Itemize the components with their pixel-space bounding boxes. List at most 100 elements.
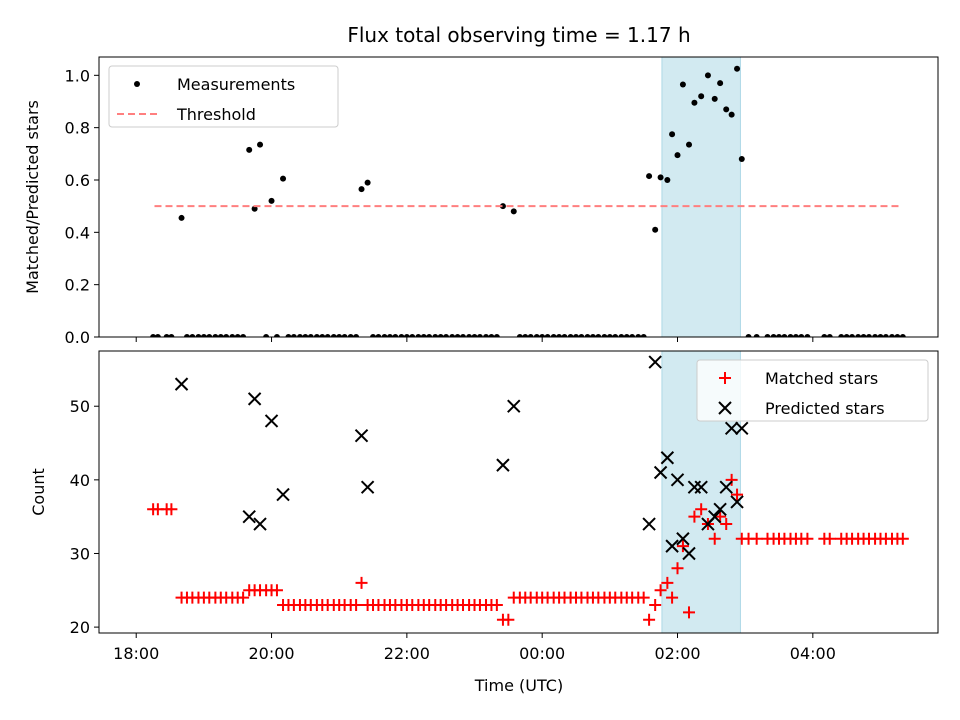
- measurements-point: [787, 334, 794, 337]
- predicted-stars-point: [496, 458, 510, 472]
- predicted-stars-point: [670, 473, 685, 487]
- measurements-point: [375, 334, 382, 337]
- measurements-point: [307, 334, 314, 337]
- measurements-point: [664, 176, 671, 183]
- measurements-point: [364, 179, 371, 186]
- measurements-legend-label: Measurements: [177, 75, 295, 94]
- measurements-point: [200, 334, 207, 337]
- measurements-point: [246, 146, 253, 153]
- measurements-point: [629, 334, 636, 337]
- measurements-point: [849, 334, 856, 337]
- measurements-point: [578, 334, 585, 337]
- measurements-point: [544, 334, 551, 337]
- y-tick-label: 0.2: [65, 276, 90, 295]
- measurements-point: [499, 203, 506, 210]
- y-axis-label: Matched/Predicted stars: [23, 100, 42, 294]
- measurements-point: [888, 334, 895, 337]
- predicted-stars-point: [735, 421, 749, 436]
- predicted-stars-point: [354, 428, 369, 443]
- measurements-point: [522, 334, 529, 337]
- measurements-point: [738, 156, 745, 163]
- measurements-point: [623, 334, 630, 337]
- measurements-point: [567, 334, 574, 337]
- measurements-point: [257, 141, 264, 148]
- measurements-point: [770, 334, 777, 337]
- measurements-point: [168, 334, 175, 337]
- predicted-stars-point: [719, 480, 733, 494]
- predicted-stars-legend-swatch: [718, 401, 732, 415]
- measurements-point: [183, 334, 190, 337]
- measurements-point: [415, 334, 422, 337]
- legend: Measurements Threshold: [108, 65, 339, 128]
- measurements-point: [584, 334, 591, 337]
- x-tick-label: 18:00: [113, 644, 159, 663]
- predicted-stars-point: [665, 539, 679, 553]
- measurements-point: [437, 334, 444, 337]
- measurements-point: [263, 334, 270, 337]
- measurements-point: [240, 334, 247, 337]
- predicted-stars-point: [713, 502, 727, 517]
- measurements-point: [476, 334, 483, 337]
- measurements-point: [386, 334, 393, 337]
- y-tick-label: 1.0: [65, 66, 90, 85]
- predicted-stars-point: [724, 421, 739, 436]
- measurements-point: [296, 334, 303, 337]
- measurements-point: [573, 334, 580, 337]
- measurements-point: [370, 334, 377, 337]
- measurements-point: [734, 65, 741, 72]
- plot-area: [147, 355, 909, 626]
- measurements-point: [493, 334, 500, 337]
- measurements-point: [195, 334, 202, 337]
- matched-stars-point: [490, 599, 503, 612]
- measurements-point: [449, 334, 456, 337]
- ratio-panel: 0.0 0.2 0.4 0.6 0.8 1.0 Matched/Predicted star…: [23, 56, 939, 347]
- measurements-point: [550, 334, 557, 337]
- predicted-stars-point: [507, 399, 521, 413]
- matched-stars-point: [666, 591, 679, 604]
- measurements-point: [646, 173, 653, 180]
- measurements-point: [792, 334, 799, 337]
- measurements-point: [882, 334, 889, 337]
- measurements-point: [860, 334, 867, 337]
- measurements-point: [443, 334, 450, 337]
- measurements-point: [798, 334, 805, 337]
- measurements-point: [899, 334, 906, 337]
- measurements-point: [843, 334, 850, 337]
- predicted-stars-point: [264, 414, 279, 428]
- measurements-point: [539, 334, 546, 337]
- measurements-point: [420, 334, 427, 337]
- plot-area: [150, 65, 906, 337]
- measurements-point: [229, 334, 236, 337]
- count-panel: 20 30 40 50 18:00 20:00 22:00 00:00 02:00 04:00 Co…: [29, 350, 939, 663]
- matched-stars-point: [355, 576, 368, 589]
- measurements-point: [302, 334, 309, 337]
- measurements-point: [877, 334, 884, 337]
- predicted-stars-point: [730, 495, 744, 509]
- measurements-point: [488, 334, 495, 337]
- measurements-legend-swatch: [134, 81, 140, 87]
- measurements-point: [711, 95, 718, 102]
- matched-stars-point: [643, 613, 656, 626]
- matched-stars-legend-swatch: [719, 372, 731, 384]
- predicted-stars-point: [708, 509, 722, 524]
- x-tick-label: 20:00: [248, 644, 294, 663]
- predicted-stars-point: [694, 480, 708, 494]
- measurements-point: [353, 334, 360, 337]
- predicted-stars-point: [242, 509, 256, 524]
- measurements-point: [556, 334, 563, 337]
- measurements-point: [838, 334, 845, 337]
- measurements-point: [618, 334, 625, 337]
- measurements-point: [612, 334, 619, 337]
- measurements-point: [865, 334, 872, 337]
- measurements-point: [679, 81, 686, 88]
- measurements-point: [268, 197, 275, 204]
- measurements-point: [336, 334, 343, 337]
- measurements-point: [669, 131, 676, 138]
- measurements-point: [313, 334, 320, 337]
- measurements-point: [764, 334, 771, 337]
- predicted-stars-point: [247, 392, 262, 406]
- measurements-point: [657, 174, 664, 181]
- measurements-point: [589, 334, 596, 337]
- measurements-point: [471, 334, 478, 337]
